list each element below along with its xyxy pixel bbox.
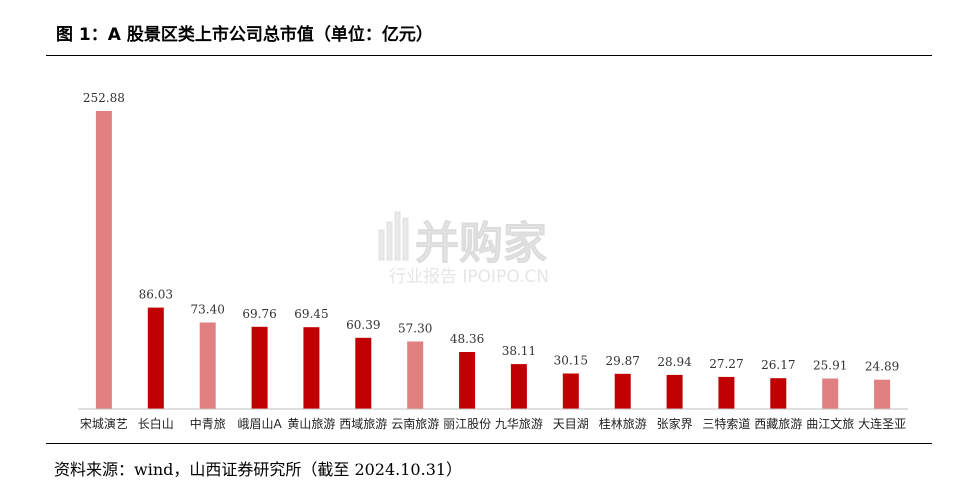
bar-天目湖 (562, 373, 579, 409)
category-label: 云南旅游 (391, 416, 439, 431)
category-label: 丽江股份 (443, 417, 491, 431)
value-label: 252.88 (83, 91, 125, 105)
category-label: 张家界 (657, 416, 693, 431)
category-label: 宋城演艺 (80, 416, 128, 431)
value-label: 24.89 (865, 360, 899, 374)
bar-中青旅 (199, 322, 216, 409)
bar-宋城演艺 (95, 111, 112, 409)
bar-九华旅游 (510, 364, 527, 409)
value-label: 28.94 (657, 355, 692, 369)
value-label: 69.45 (294, 307, 328, 321)
bar-大连圣亚 (874, 379, 891, 409)
value-label: 30.15 (554, 354, 588, 368)
value-label: 38.11 (502, 344, 536, 358)
category-label: 黄山旅游 (287, 417, 335, 431)
category-label: 九华旅游 (495, 417, 543, 431)
bar-黄山旅游 (303, 327, 320, 409)
category-label: 峨眉山A (237, 417, 282, 431)
category-label: 长白山 (138, 416, 174, 431)
bar-云南旅游 (407, 341, 424, 409)
category-label: 天目湖 (553, 416, 589, 431)
value-label: 29.87 (606, 354, 640, 368)
value-label: 25.91 (813, 359, 847, 373)
category-label: 桂林旅游 (599, 416, 647, 431)
bar-桂林旅游 (614, 373, 631, 409)
bar-张家界 (666, 374, 683, 409)
value-label: 48.36 (450, 332, 484, 346)
category-label: 大连圣亚 (858, 416, 906, 431)
value-label: 69.76 (242, 307, 276, 321)
bar-西域旅游 (355, 337, 372, 409)
figure-source: 资料来源：wind，山西证券研究所（截至 2024.10.31） (54, 460, 463, 479)
bar-丽江股份 (459, 352, 476, 409)
category-label: 西域旅游 (339, 417, 387, 431)
value-label: 57.30 (398, 322, 432, 336)
value-label: 26.17 (761, 358, 795, 372)
value-label: 73.40 (191, 303, 225, 317)
category-label: 西藏旅游 (754, 417, 802, 431)
value-label: 60.39 (346, 318, 380, 332)
figure-title: 图 1：A 股景区类上市公司总市值（单位：亿元） (56, 25, 433, 45)
category-label: 中青旅 (190, 416, 226, 431)
bar-西藏旅游 (770, 378, 787, 409)
value-label: 27.27 (709, 357, 743, 371)
source-divider (46, 443, 932, 444)
value-label: 86.03 (139, 288, 173, 302)
title-divider (46, 55, 932, 56)
category-label: 曲江文旅 (806, 416, 854, 431)
category-label: 三特索道 (702, 416, 750, 431)
bar-三特索道 (718, 376, 735, 409)
bar-曲江文旅 (822, 378, 839, 409)
bar-峨眉山A (251, 326, 268, 409)
bar-长白山 (147, 307, 164, 409)
